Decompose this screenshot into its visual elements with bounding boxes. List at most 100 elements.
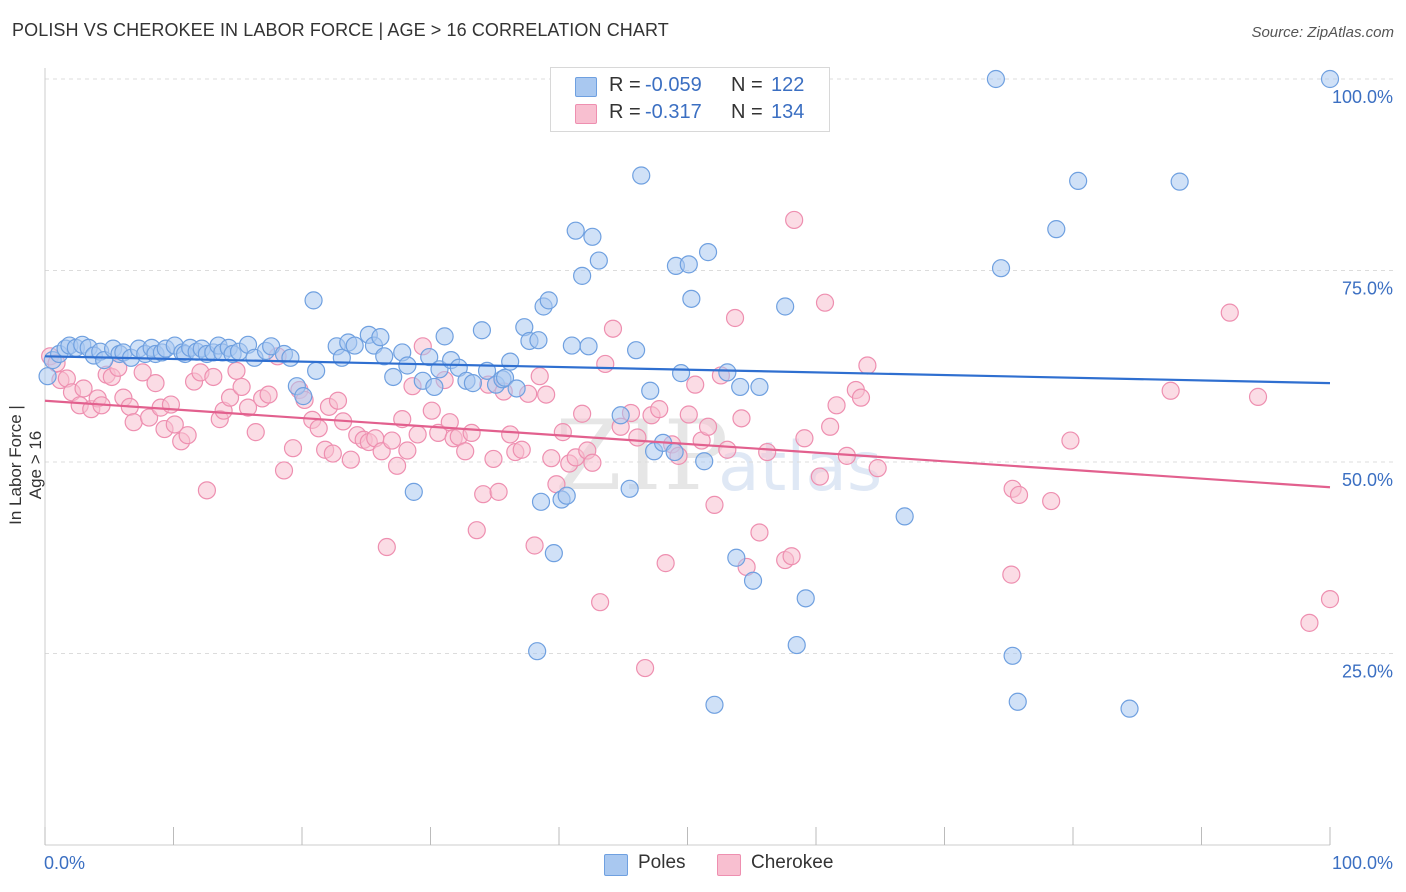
point-cherokee [785, 210, 804, 230]
point-cherokee [782, 547, 801, 566]
x-tick-label: 0.0% [44, 853, 85, 873]
point-cherokee [484, 449, 503, 469]
point-poles [620, 479, 639, 498]
point-poles [562, 336, 581, 355]
point-poles [895, 507, 914, 526]
point-poles [1320, 69, 1340, 89]
point-poles [986, 69, 1006, 89]
point-poles [718, 363, 737, 382]
bottom-legend-label-cherokee: Cherokee [751, 852, 834, 873]
point-poles [1069, 171, 1088, 190]
legend-swatch-cherokee [575, 104, 597, 124]
point-cherokee [165, 415, 184, 434]
point-poles [671, 364, 691, 383]
point-cherokee [408, 425, 427, 444]
point-cherokee [1320, 590, 1340, 609]
legend-r-label: R = [609, 101, 641, 123]
point-poles [589, 251, 608, 270]
point-cherokee [382, 431, 402, 450]
point-cherokee [718, 440, 737, 459]
point-cherokee [474, 485, 493, 504]
point-cherokee [1009, 485, 1029, 505]
point-cherokee [259, 385, 278, 404]
point-poles [281, 348, 300, 367]
point-poles [583, 227, 602, 246]
point-cherokee [1300, 613, 1319, 632]
point-poles [398, 356, 417, 375]
point-cherokee [868, 459, 887, 478]
point-cherokee [197, 481, 217, 500]
point-poles [698, 243, 718, 262]
point-cherokee [542, 449, 561, 468]
point-poles [1120, 699, 1139, 718]
point-cherokee [387, 456, 407, 475]
point-cherokee [758, 442, 777, 462]
point-cherokee [698, 417, 718, 436]
point-poles [307, 361, 326, 380]
point-poles [539, 291, 558, 310]
point-cherokee [1220, 303, 1239, 322]
point-cherokee [246, 423, 265, 442]
point-cherokee [851, 388, 871, 407]
legend-n-label: N = [731, 101, 763, 123]
point-poles [531, 492, 551, 511]
point-poles [404, 482, 423, 501]
point-poles [472, 321, 491, 340]
point-cherokee [274, 461, 294, 480]
point-cherokee [462, 423, 481, 442]
point-poles [1170, 172, 1189, 191]
chart-title: POLISH VS CHEROKEE IN LABOR FORCE | AGE … [12, 20, 669, 40]
legend-r-value: -0.317 [645, 101, 702, 123]
point-cherokee [596, 354, 615, 374]
point-cherokee [656, 554, 675, 573]
point-cherokee [398, 441, 417, 460]
point-poles [557, 486, 576, 505]
point-poles [665, 442, 684, 462]
point-cherokee [530, 367, 549, 386]
point-poles [304, 291, 323, 310]
point-poles [420, 347, 439, 367]
point-cherokee [178, 426, 197, 445]
bottom-legend-swatch-poles [604, 854, 628, 876]
point-poles [796, 589, 815, 608]
legend-r-value: -0.059 [645, 74, 702, 96]
point-cherokee [603, 319, 623, 338]
point-cherokee [512, 440, 531, 459]
x-tick-label: 100.0% [1332, 853, 1393, 873]
point-cherokee [583, 453, 602, 472]
point-poles [750, 377, 769, 397]
point-poles [787, 635, 806, 655]
point-cherokee [821, 417, 840, 436]
point-cherokee [732, 409, 751, 428]
point-cherokee [686, 375, 705, 394]
point-poles [38, 367, 57, 386]
bottom-legend-label-poles: Poles [638, 852, 686, 873]
point-cherokee [467, 521, 486, 540]
point-cherokee [220, 388, 240, 407]
point-cherokee [705, 495, 724, 514]
point-poles [573, 266, 592, 285]
point-poles [529, 331, 548, 350]
point-poles [371, 328, 390, 347]
point-cherokee [146, 374, 165, 393]
point-poles [1047, 220, 1066, 239]
point-poles [528, 642, 547, 661]
point-poles [731, 377, 750, 397]
point-poles [435, 327, 454, 346]
y-tick-label: 50.0% [1342, 470, 1393, 490]
point-poles [463, 374, 483, 393]
trend-line-poles [44, 355, 1331, 385]
bottom-legend-swatch-cherokee [717, 854, 741, 876]
point-cherokee [489, 482, 508, 501]
point-poles [345, 336, 364, 355]
point-poles [611, 406, 630, 425]
y-tick-label: 75.0% [1342, 279, 1393, 299]
point-cherokee [525, 536, 544, 555]
point-cherokee [232, 377, 251, 397]
point-cherokee [422, 401, 441, 420]
point-poles [501, 352, 520, 371]
point-cherokee [635, 658, 655, 678]
point-poles [425, 377, 444, 397]
point-cherokee [573, 404, 592, 423]
point-poles [682, 289, 701, 308]
